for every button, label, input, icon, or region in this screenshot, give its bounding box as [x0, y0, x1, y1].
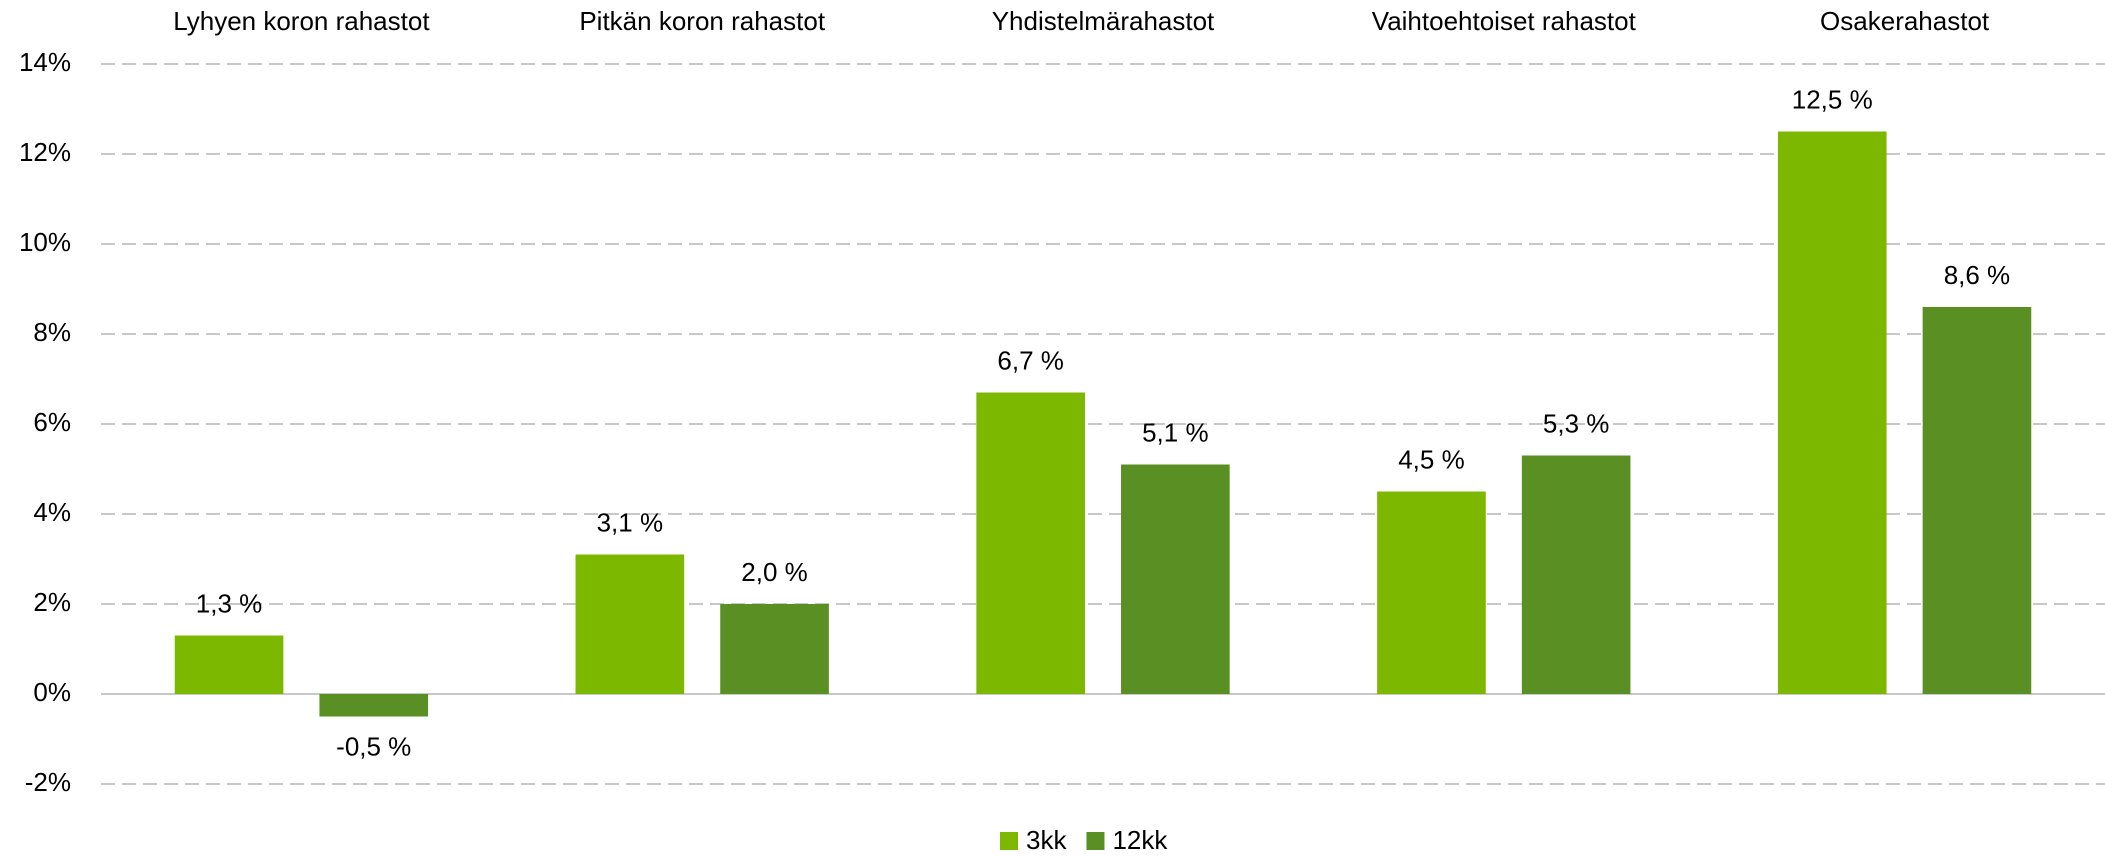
legend-swatch — [1086, 832, 1105, 850]
data-label: 3,1 % — [597, 507, 664, 537]
category-label: Vaihtoehtoiset rahastot — [1372, 6, 1637, 36]
data-label: 12,5 % — [1792, 84, 1873, 114]
y-tick-label: 2% — [33, 587, 71, 617]
data-label: 8,6 % — [1944, 260, 2011, 290]
data-label: 6,7 % — [997, 345, 1064, 375]
y-tick-label: 4% — [33, 497, 71, 527]
bar — [1121, 464, 1230, 694]
legend-label: 3kk — [1026, 825, 1067, 855]
category-label: Yhdistelmärahastot — [992, 6, 1215, 36]
data-label: 5,3 % — [1543, 408, 1610, 438]
data-label: -0,5 % — [336, 731, 411, 761]
y-tick-label: 14% — [19, 47, 71, 77]
bar — [1777, 131, 1887, 694]
data-label: 2,0 % — [741, 557, 808, 587]
y-tick-label: -2% — [25, 767, 71, 797]
y-tick-label: 10% — [19, 227, 71, 257]
data-label: 1,3 % — [196, 588, 263, 618]
y-tick-label: 12% — [19, 137, 71, 167]
bar — [1377, 491, 1486, 694]
category-label: Lyhyen koron rahastot — [173, 6, 430, 36]
category-label: Pitkän koron rahastot — [579, 6, 825, 36]
bar — [1922, 307, 2032, 694]
bar — [575, 554, 685, 694]
data-label: 4,5 % — [1398, 444, 1465, 474]
legend-label: 12kk — [1112, 825, 1168, 855]
legend-swatch — [1000, 832, 1018, 850]
bar — [319, 694, 429, 717]
bar — [174, 635, 284, 694]
bar — [1521, 455, 1631, 694]
y-tick-label: 6% — [33, 407, 71, 437]
data-label: 5,1 % — [1142, 417, 1209, 447]
category-label: Osakerahastot — [1820, 6, 1990, 36]
bar — [976, 392, 1085, 694]
y-tick-label: 0% — [33, 677, 71, 707]
y-tick-label: 8% — [33, 317, 71, 347]
bar — [720, 604, 829, 694]
